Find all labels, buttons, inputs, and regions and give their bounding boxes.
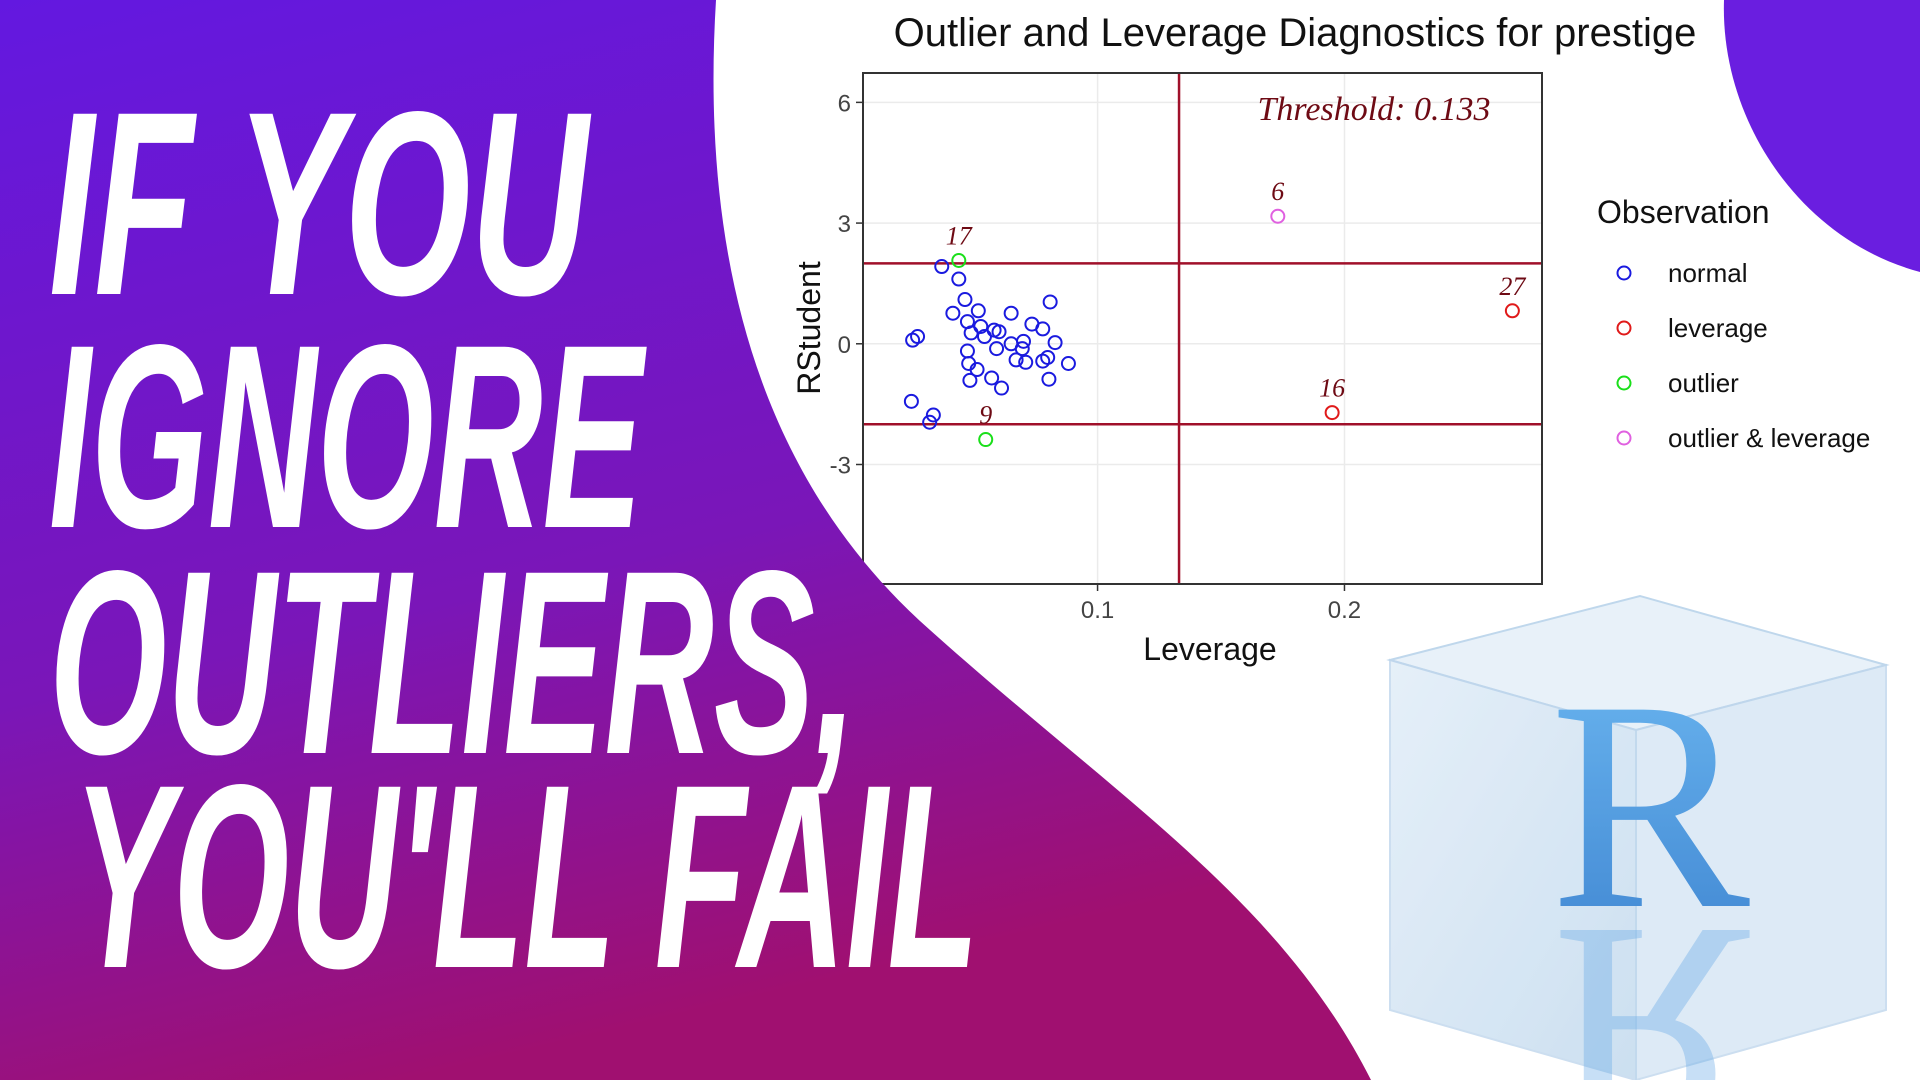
point: [905, 332, 921, 348]
legend-label: leverage: [1668, 313, 1768, 343]
point: [962, 372, 978, 388]
point: [945, 305, 961, 321]
y-tick-label: -3: [830, 452, 851, 479]
point: [991, 324, 1007, 340]
point: [1504, 303, 1520, 319]
point: [989, 341, 1005, 357]
point: [903, 393, 919, 409]
point: [1041, 371, 1057, 387]
point-label: 6: [1271, 177, 1284, 206]
legend-marker: [1616, 265, 1632, 281]
point: [1035, 321, 1051, 337]
point: [957, 292, 973, 308]
headline-line: OUTLIERS,: [49, 516, 857, 809]
point: [922, 414, 938, 430]
legend-label: normal: [1668, 258, 1747, 288]
legend-title: Observation: [1597, 194, 1770, 230]
corner-blob: [1723, 0, 1920, 272]
cube-right: [1635, 663, 1887, 1080]
legend-label: outlier: [1668, 368, 1739, 398]
point-label: 9: [979, 401, 992, 430]
y-tick-label: 6: [838, 90, 851, 117]
legend-marker: [1616, 320, 1632, 336]
y-axis-label: RStudent: [791, 261, 827, 395]
headline: IF YOU IGNORE OUTLIERS, YOU'LL FAIL: [49, 57, 979, 1023]
y-tick-label: 3: [838, 211, 851, 238]
point: [1042, 294, 1058, 310]
point: [1270, 208, 1286, 224]
headline-line: IGNORE: [49, 290, 648, 583]
point-label: 17: [946, 222, 973, 251]
point: [970, 303, 986, 319]
point: [1047, 335, 1063, 351]
headline-line: YOU'LL FAIL: [73, 730, 979, 1023]
point-label: 27: [1499, 272, 1526, 301]
x-axis-label: Leverage: [1143, 631, 1276, 667]
point: [951, 253, 967, 269]
r-reflection: R: [1550, 865, 1752, 1080]
r-letter: R: [1550, 639, 1752, 971]
point: [994, 380, 1010, 396]
purple-wave: [0, 0, 1371, 1080]
headline-line: IF YOU: [49, 57, 593, 350]
point: [1018, 354, 1034, 370]
chart-title: Outlier and Leverage Diagnostics for pre…: [894, 11, 1697, 55]
plot-border: [862, 72, 1543, 585]
x-tick-label: 0.1: [1081, 597, 1114, 624]
point: [984, 370, 1000, 386]
point: [969, 362, 985, 378]
r-logo: R R: [1386, 594, 1890, 1080]
legend-marker: [1616, 430, 1632, 446]
point-label: 16: [1319, 374, 1345, 403]
point: [1014, 341, 1030, 357]
point: [1035, 353, 1051, 369]
point: [1003, 305, 1019, 321]
threshold-label: Threshold: 0.133: [1258, 91, 1491, 128]
y-tick-label: 0: [838, 332, 851, 359]
legend-marker: [1616, 375, 1632, 391]
point: [1324, 405, 1340, 421]
point: [925, 407, 941, 423]
point: [934, 259, 950, 275]
point: [963, 325, 979, 341]
legend-label: outlier & leverage: [1668, 423, 1870, 453]
cube-left: [1389, 658, 1637, 1080]
point: [978, 432, 994, 448]
point: [1008, 352, 1024, 368]
x-tick-label: 0.2: [1328, 597, 1361, 624]
point: [1060, 356, 1076, 372]
chart: -3 0 3 6 0.1 0.2 Threshold: 0.133 27 16 17 9 6 Outli…: [791, 11, 1870, 667]
point: [951, 271, 967, 287]
